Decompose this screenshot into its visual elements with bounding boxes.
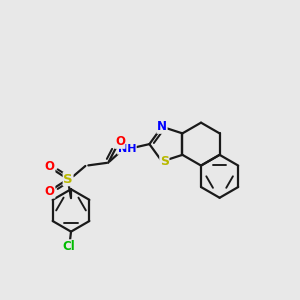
Text: N: N xyxy=(157,120,167,133)
Text: NH: NH xyxy=(118,144,136,154)
Text: S: S xyxy=(63,172,73,186)
Text: S: S xyxy=(160,155,169,168)
Text: O: O xyxy=(45,160,55,173)
Text: O: O xyxy=(115,135,125,148)
Text: O: O xyxy=(45,185,55,198)
Text: Cl: Cl xyxy=(62,240,75,253)
